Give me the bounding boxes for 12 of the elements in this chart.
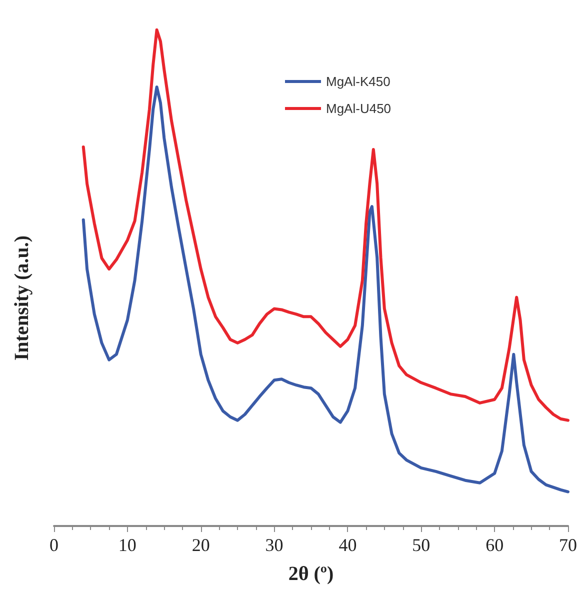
legend-label: MgAl-K450 [326, 74, 390, 89]
x-tick-label: 10 [118, 535, 136, 555]
x-tick-label: 40 [338, 535, 357, 555]
x-axis-title: 2θ (º) [288, 563, 334, 585]
x-tick-label: 60 [486, 535, 504, 555]
legend-label: MgAl-U450 [326, 101, 392, 116]
x-tick-label: 0 [50, 535, 58, 555]
x-tick-label: 20 [192, 535, 210, 555]
y-axis-title: Intensity (a.u.) [11, 235, 33, 361]
x-tick-label: 30 [265, 535, 284, 555]
x-tick-label: 70 [559, 535, 577, 555]
x-tick-label: 50 [412, 535, 430, 555]
